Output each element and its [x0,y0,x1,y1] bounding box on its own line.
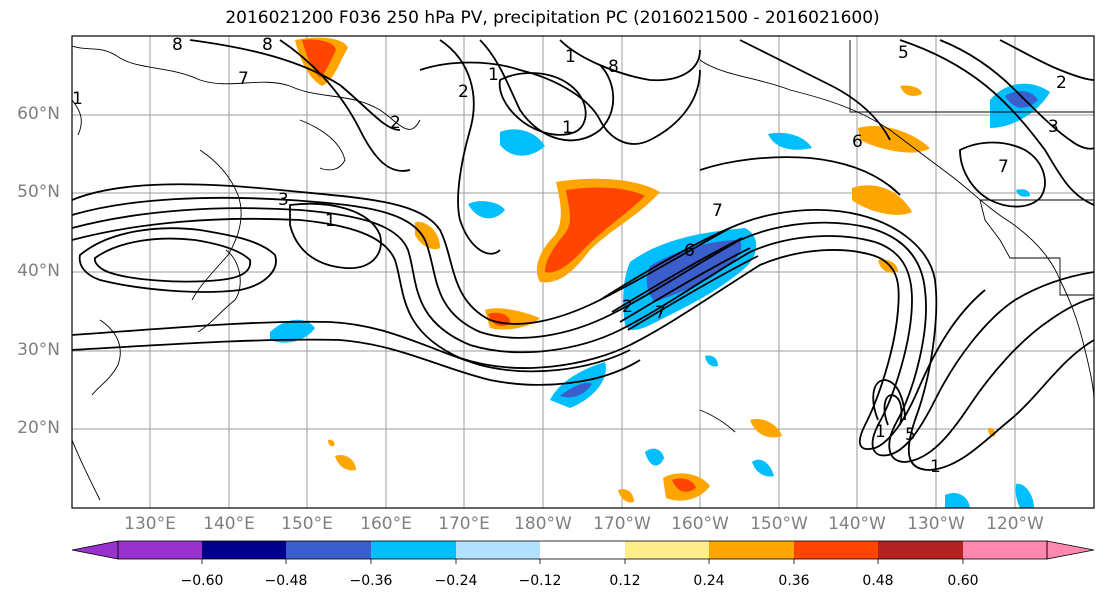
colorbar-frame [117,540,1048,560]
contour-label: 3 [1048,117,1059,137]
colorbar-segment [286,541,371,559]
colorbar-segment [456,541,540,559]
colorbar-segment [625,541,709,559]
contour-label: 8 [608,57,619,77]
colorbar-segment [118,541,202,559]
map-title: 2016021200 F036 250 hPa PV, precipitatio… [225,8,880,28]
lat-label: 40°N [17,261,60,281]
colorbar-tick-label: 0.48 [862,573,894,589]
colorbar-tick-label: 0.24 [693,573,725,589]
lon-label: 170°E [438,514,490,534]
precip-positive-patch [900,85,922,96]
precip-positive-patch [545,187,645,273]
colorbar-extend-right [1046,540,1095,560]
pv-contours [72,39,1094,471]
precip-negative-patch [560,382,592,398]
colorbar-segment [202,541,286,559]
contour-label: 1 [488,65,499,85]
lon-label: 160°E [360,514,412,534]
contour-label: 5 [898,43,909,63]
precip-negative [270,83,1050,508]
colorbar-segment [371,541,456,559]
precip-negative-patch [270,319,315,343]
precip-positive-patch [328,439,335,447]
contour-label: 1 [562,118,573,138]
plot-frame [71,35,1095,509]
lat-label: 20°N [17,418,60,438]
precip-positive-patch [852,185,912,215]
colorbar-segment [963,541,1047,559]
precip-negative-patch [1016,189,1030,197]
colorbar-segment [794,541,878,559]
contour-label: 3 [278,190,289,210]
contour-label: 1 [930,457,941,477]
contour-label: 2 [622,297,633,317]
precip-negative-patch [705,355,718,367]
contour-label: 2 [1056,73,1067,93]
lon-label: 140°W [828,514,886,534]
lon-label: 180°W [514,514,572,534]
contour-label: 1 [72,89,83,109]
precip-negative-patch [768,132,812,150]
precip-negative-patch [752,459,774,477]
lat-label: 30°N [17,340,60,360]
lon-label: 150°E [281,514,333,534]
precip-negative-patch [468,201,505,219]
lon-label: 140°E [203,514,255,534]
contour-labels: 8 8 7 1 8 2 1 2 1 5 2 3 6 7 3 1 7 6 2 7 … [72,35,1067,477]
precip-negative-patch [645,448,664,466]
lat-label: 50°N [17,182,60,202]
precip-negative-patch [1015,483,1034,508]
precip-positive-patch [302,39,336,78]
precip-positive-patch [672,478,696,492]
contour-label: 6 [684,241,695,261]
precip-positive-patch [750,418,782,438]
lon-label: 150°W [750,514,808,534]
contour-label: 2 [390,113,401,133]
colorbar-tick-label: −0.48 [264,573,308,589]
contour-label: 5 [905,425,916,445]
contour-label: 8 [172,35,183,55]
contour-label: 8 [262,35,273,55]
colorbar-tick-label: −0.36 [349,573,393,589]
precip-positive [295,37,996,503]
precip-negative-patch [500,129,545,156]
colorbar-tick-label: −0.24 [434,573,478,589]
colorbar-segment [878,541,963,559]
contour-label: 7 [655,303,666,323]
precip-positive-patch [335,454,356,471]
lon-label: 160°W [671,514,729,534]
lon-label: 170°W [593,514,651,534]
contour-label: 7 [998,157,1009,177]
precip-negative-patch [945,492,970,508]
colorbar-segment [540,541,625,559]
lon-label: 130°W [907,514,965,534]
precip-positive-patch [415,221,440,250]
colorbar-tick-label: 0.12 [609,573,641,589]
precip-positive-patch [618,489,634,503]
contour-label: 2 [458,82,469,102]
contour-label: 1 [875,422,886,442]
contour-label: 6 [852,132,863,152]
lat-label: 60°N [17,104,60,124]
precip-negative-patch [646,240,742,302]
colorbar-tick-label: 0.36 [778,573,810,589]
lon-label: 120°W [986,514,1044,534]
lon-label: 130°E [124,514,176,534]
colorbar-segment [709,541,794,559]
colorbar-tick-label: 0.60 [947,573,979,589]
contour-label: 7 [712,201,723,221]
colorbar [71,540,1095,564]
colorbar-tick-label: −0.12 [518,573,562,589]
colorbar-tick-label: −0.60 [180,573,224,589]
contour-label: 1 [565,47,576,67]
colorbar-extend-left [71,540,119,560]
contour-label: 7 [238,69,249,89]
contour-label: 1 [325,211,336,231]
